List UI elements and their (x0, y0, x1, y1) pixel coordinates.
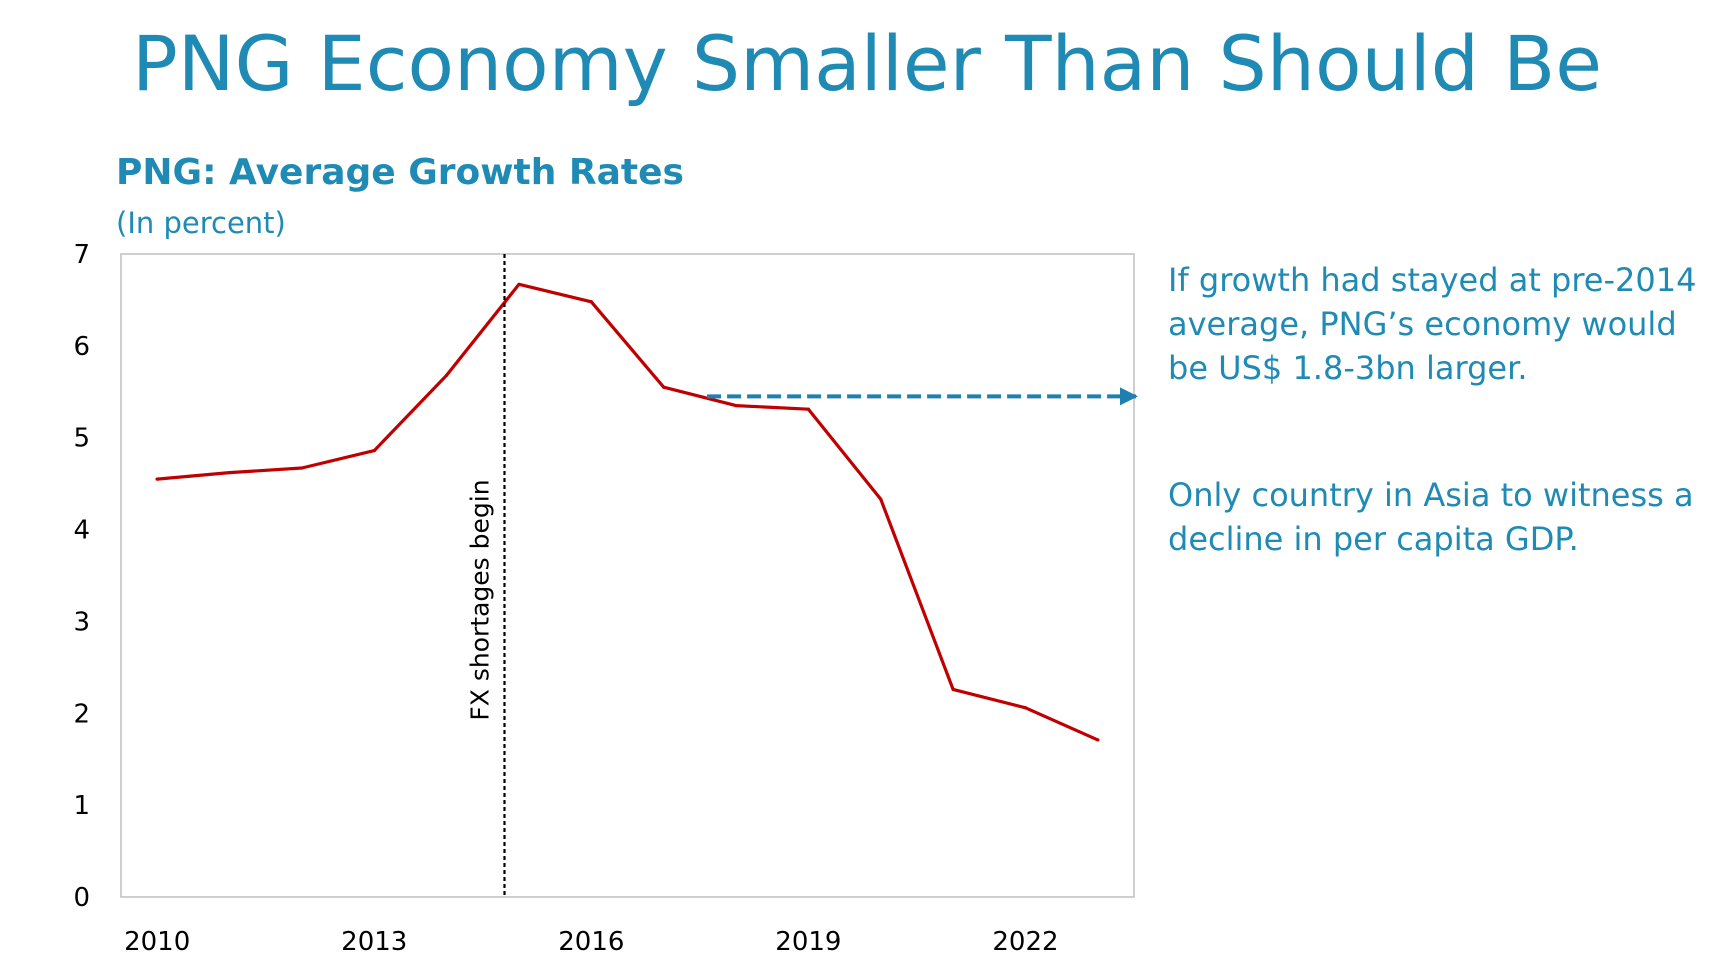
growth-rate-line (155, 282, 1100, 742)
x-tick-label: 2016 (558, 927, 624, 957)
data-point (951, 687, 955, 692)
y-tick-label: 3 (73, 607, 90, 637)
data-point (227, 471, 232, 475)
data-point (589, 300, 593, 304)
y-tick-label: 6 (73, 332, 90, 362)
chart-subtitle: (In percent) (116, 206, 286, 240)
data-point (806, 407, 810, 411)
growth-chart: 0 1 2 3 4 5 6 7 2010 2013 2016 2019 2022 FX shortages… (73, 240, 1138, 957)
data-point (300, 466, 304, 470)
y-tick-label: 7 (73, 240, 90, 270)
fx-shortages-label: FX shortages begin (465, 479, 494, 720)
data-point (445, 373, 449, 377)
side-note-per-capita-decline: Only country in Asia to witness a declin… (1168, 476, 1694, 558)
data-point (662, 385, 666, 389)
y-tick-label: 5 (73, 424, 90, 454)
slide-title: PNG Economy Smaller Than Should Be (131, 19, 1603, 108)
data-point (372, 448, 376, 453)
y-tick-label: 4 (73, 516, 90, 546)
data-point (879, 497, 883, 501)
y-tick-label: 1 (73, 791, 90, 821)
data-point (1096, 738, 1100, 742)
y-tick-label: 2 (73, 699, 90, 729)
x-tick-label: 2010 (124, 927, 190, 957)
side-note-larger-economy: If growth had stayed at pre-2014 average… (1168, 261, 1697, 387)
data-point (155, 477, 159, 481)
chart-title: PNG: Average Growth Rates (116, 152, 684, 193)
data-point (517, 282, 521, 286)
x-tick-label: 2019 (775, 927, 841, 957)
x-tick-label: 2013 (341, 927, 407, 957)
x-tick-label: 2022 (992, 927, 1058, 957)
y-tick-label: 0 (73, 883, 90, 913)
data-point (1023, 706, 1028, 710)
data-point (734, 403, 738, 408)
plot-area (120, 253, 1135, 898)
